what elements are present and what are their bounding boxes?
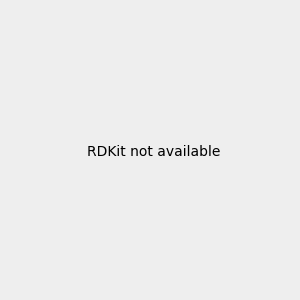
Text: RDKit not available: RDKit not available xyxy=(87,145,220,158)
